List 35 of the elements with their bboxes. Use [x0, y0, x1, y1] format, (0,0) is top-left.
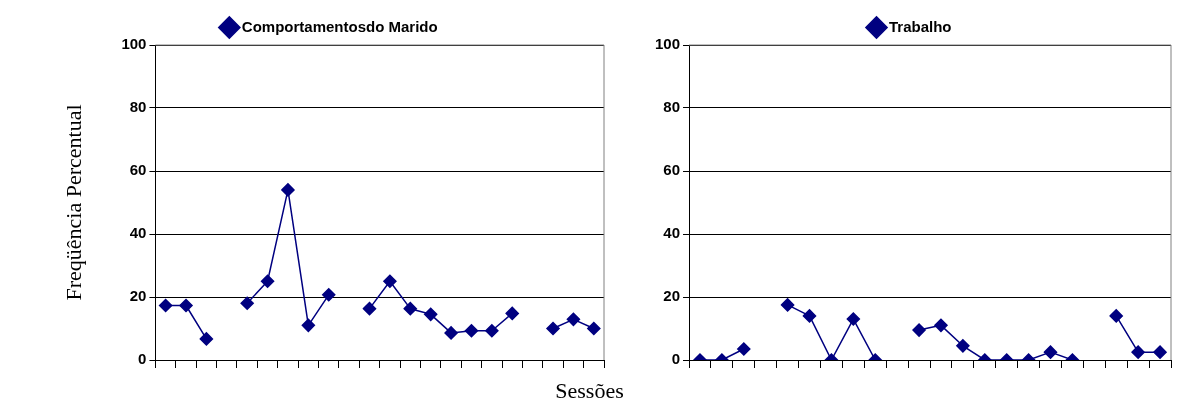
y-tick-label: 20: [129, 287, 147, 305]
y-tick-label: 0: [671, 350, 681, 368]
point: [383, 274, 397, 288]
y-tick-label: 40: [129, 224, 147, 242]
legend-label: Trabalho: [888, 17, 952, 35]
y-tick-label: 20: [663, 287, 681, 305]
x-axis-title: Sessões: [554, 378, 625, 404]
point: [240, 296, 254, 311]
y-tick-label: 100: [655, 35, 681, 53]
y-tick-label: 80: [663, 98, 681, 116]
y-axis-title: Freqüência Percentual: [60, 104, 86, 301]
legend-label: Comportamentosdo Marido: [241, 17, 438, 35]
y-tick-label: 0: [138, 350, 147, 368]
point: [403, 301, 418, 316]
point: [505, 306, 519, 321]
point: [362, 301, 377, 316]
point: [321, 288, 336, 302]
point: [301, 318, 316, 333]
y-tick-label: 100: [121, 35, 147, 53]
y-tick-label: 60: [663, 161, 681, 179]
y-tick-label: 80: [129, 98, 147, 116]
point: [464, 323, 479, 338]
y-tick-label: 60: [129, 161, 147, 179]
y-tick-label: 40: [663, 224, 681, 242]
point: [260, 274, 275, 288]
point: [179, 298, 193, 313]
point: [423, 307, 438, 322]
point: [587, 321, 601, 336]
point: [485, 323, 499, 338]
point: [281, 183, 295, 197]
point: [199, 332, 214, 346]
point: [444, 326, 458, 340]
point: [566, 312, 581, 327]
point: [158, 298, 173, 313]
point: [546, 321, 560, 336]
